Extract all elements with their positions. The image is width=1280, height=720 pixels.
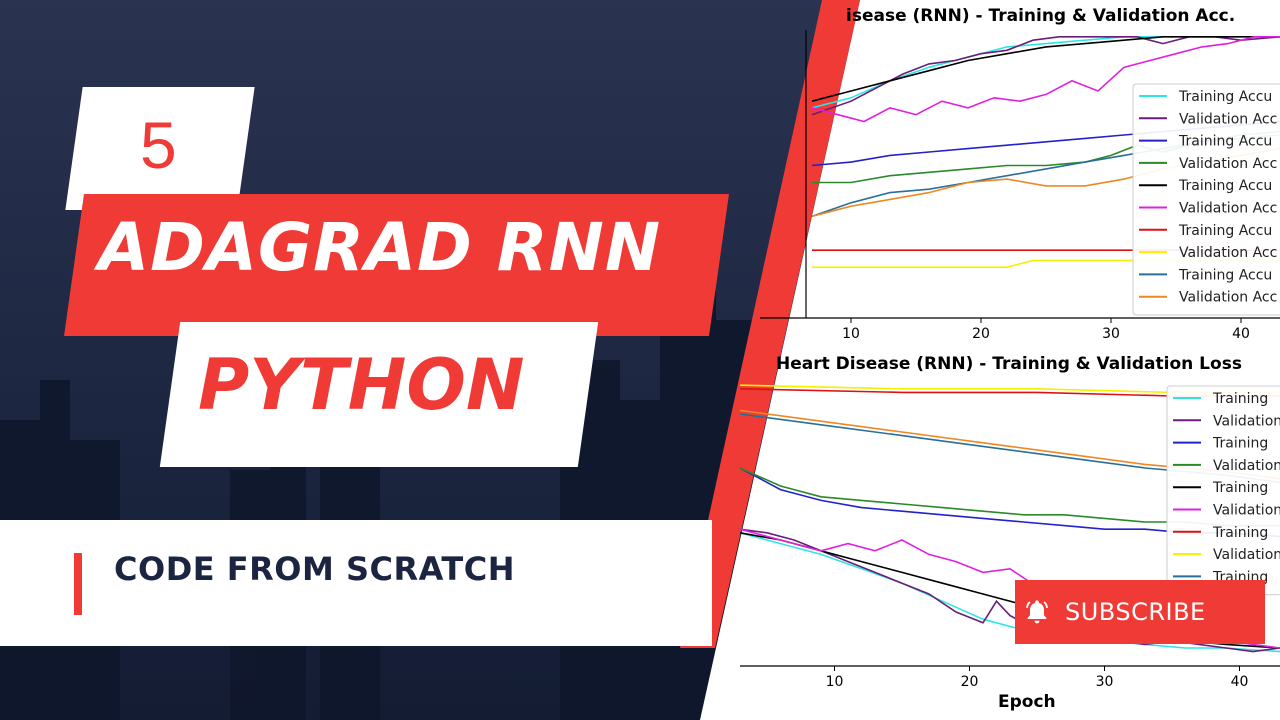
series-line-5 <box>811 35 1280 123</box>
x-tick-label: 30 <box>1096 674 1114 690</box>
x-tick-label: 10 <box>842 326 860 342</box>
bell-icon <box>1026 600 1048 624</box>
legend-entry: Training Accu <box>1178 267 1272 283</box>
loss-chart-x-label: Epoch <box>998 692 1056 712</box>
subtitle-accent-bar <box>74 553 82 615</box>
episode-number: 5 <box>140 108 177 182</box>
legend-entry: Training <box>1212 525 1268 541</box>
legend-entry: Training Accu <box>1178 178 1272 194</box>
loss-chart-title: Heart Disease (RNN) - Training & Validat… <box>776 354 1242 374</box>
accuracy-chart: 10 20 30 40 Training Accu Validation Acc Train… <box>760 30 1280 342</box>
x-tick-label: 40 <box>1231 674 1249 690</box>
series-line-0 <box>739 532 1280 653</box>
x-tick-label: 20 <box>972 326 990 342</box>
legend-entry: Validation Acc <box>1179 245 1277 261</box>
series-line-4 <box>811 35 1280 102</box>
legend-entry: Validation <box>1213 458 1280 474</box>
x-tick-label: 20 <box>961 674 979 690</box>
legend-entry: Validation <box>1213 547 1280 563</box>
headline-text: ADAGRAD RNN <box>98 209 662 286</box>
legend-entry: Training Accu <box>1178 134 1272 150</box>
legend-entry: Training <box>1212 391 1268 407</box>
legend-entry: Validation Acc <box>1179 111 1277 127</box>
subtitle-text: CODE FROM SCRATCH <box>114 550 515 588</box>
accuracy-chart-title: isease (RNN) - Training & Validation Acc… <box>846 6 1236 26</box>
legend-entry: Validation Acc <box>1179 290 1277 306</box>
language-text: PYTHON <box>198 344 525 426</box>
legend-entry: Validation Acc <box>1179 156 1277 172</box>
red-diagonal-stripe <box>680 0 860 648</box>
legend-entry: Training <box>1212 436 1268 452</box>
legend-entry: Validation <box>1213 413 1280 429</box>
loss-chart: 10 20 30 40 Training Validation Training Valida… <box>739 384 1280 690</box>
subscribe-label: SUBSCRIBE <box>1065 598 1206 626</box>
subscribe-button[interactable]: SUBSCRIBE <box>1015 580 1265 644</box>
legend-box <box>1132 83 1280 316</box>
legend-entry: Training <box>1212 480 1268 496</box>
legend-entry: Validation <box>1213 503 1280 519</box>
legend-entry: Training Accu <box>1178 223 1272 239</box>
subtitle-band <box>0 520 712 646</box>
x-tick-label: 10 <box>826 674 844 690</box>
legend-entry: Validation Acc <box>1179 201 1277 217</box>
x-tick-label: 30 <box>1102 326 1120 342</box>
legend-entry: Training Accu <box>1178 89 1272 105</box>
x-tick-label: 40 <box>1232 326 1250 342</box>
